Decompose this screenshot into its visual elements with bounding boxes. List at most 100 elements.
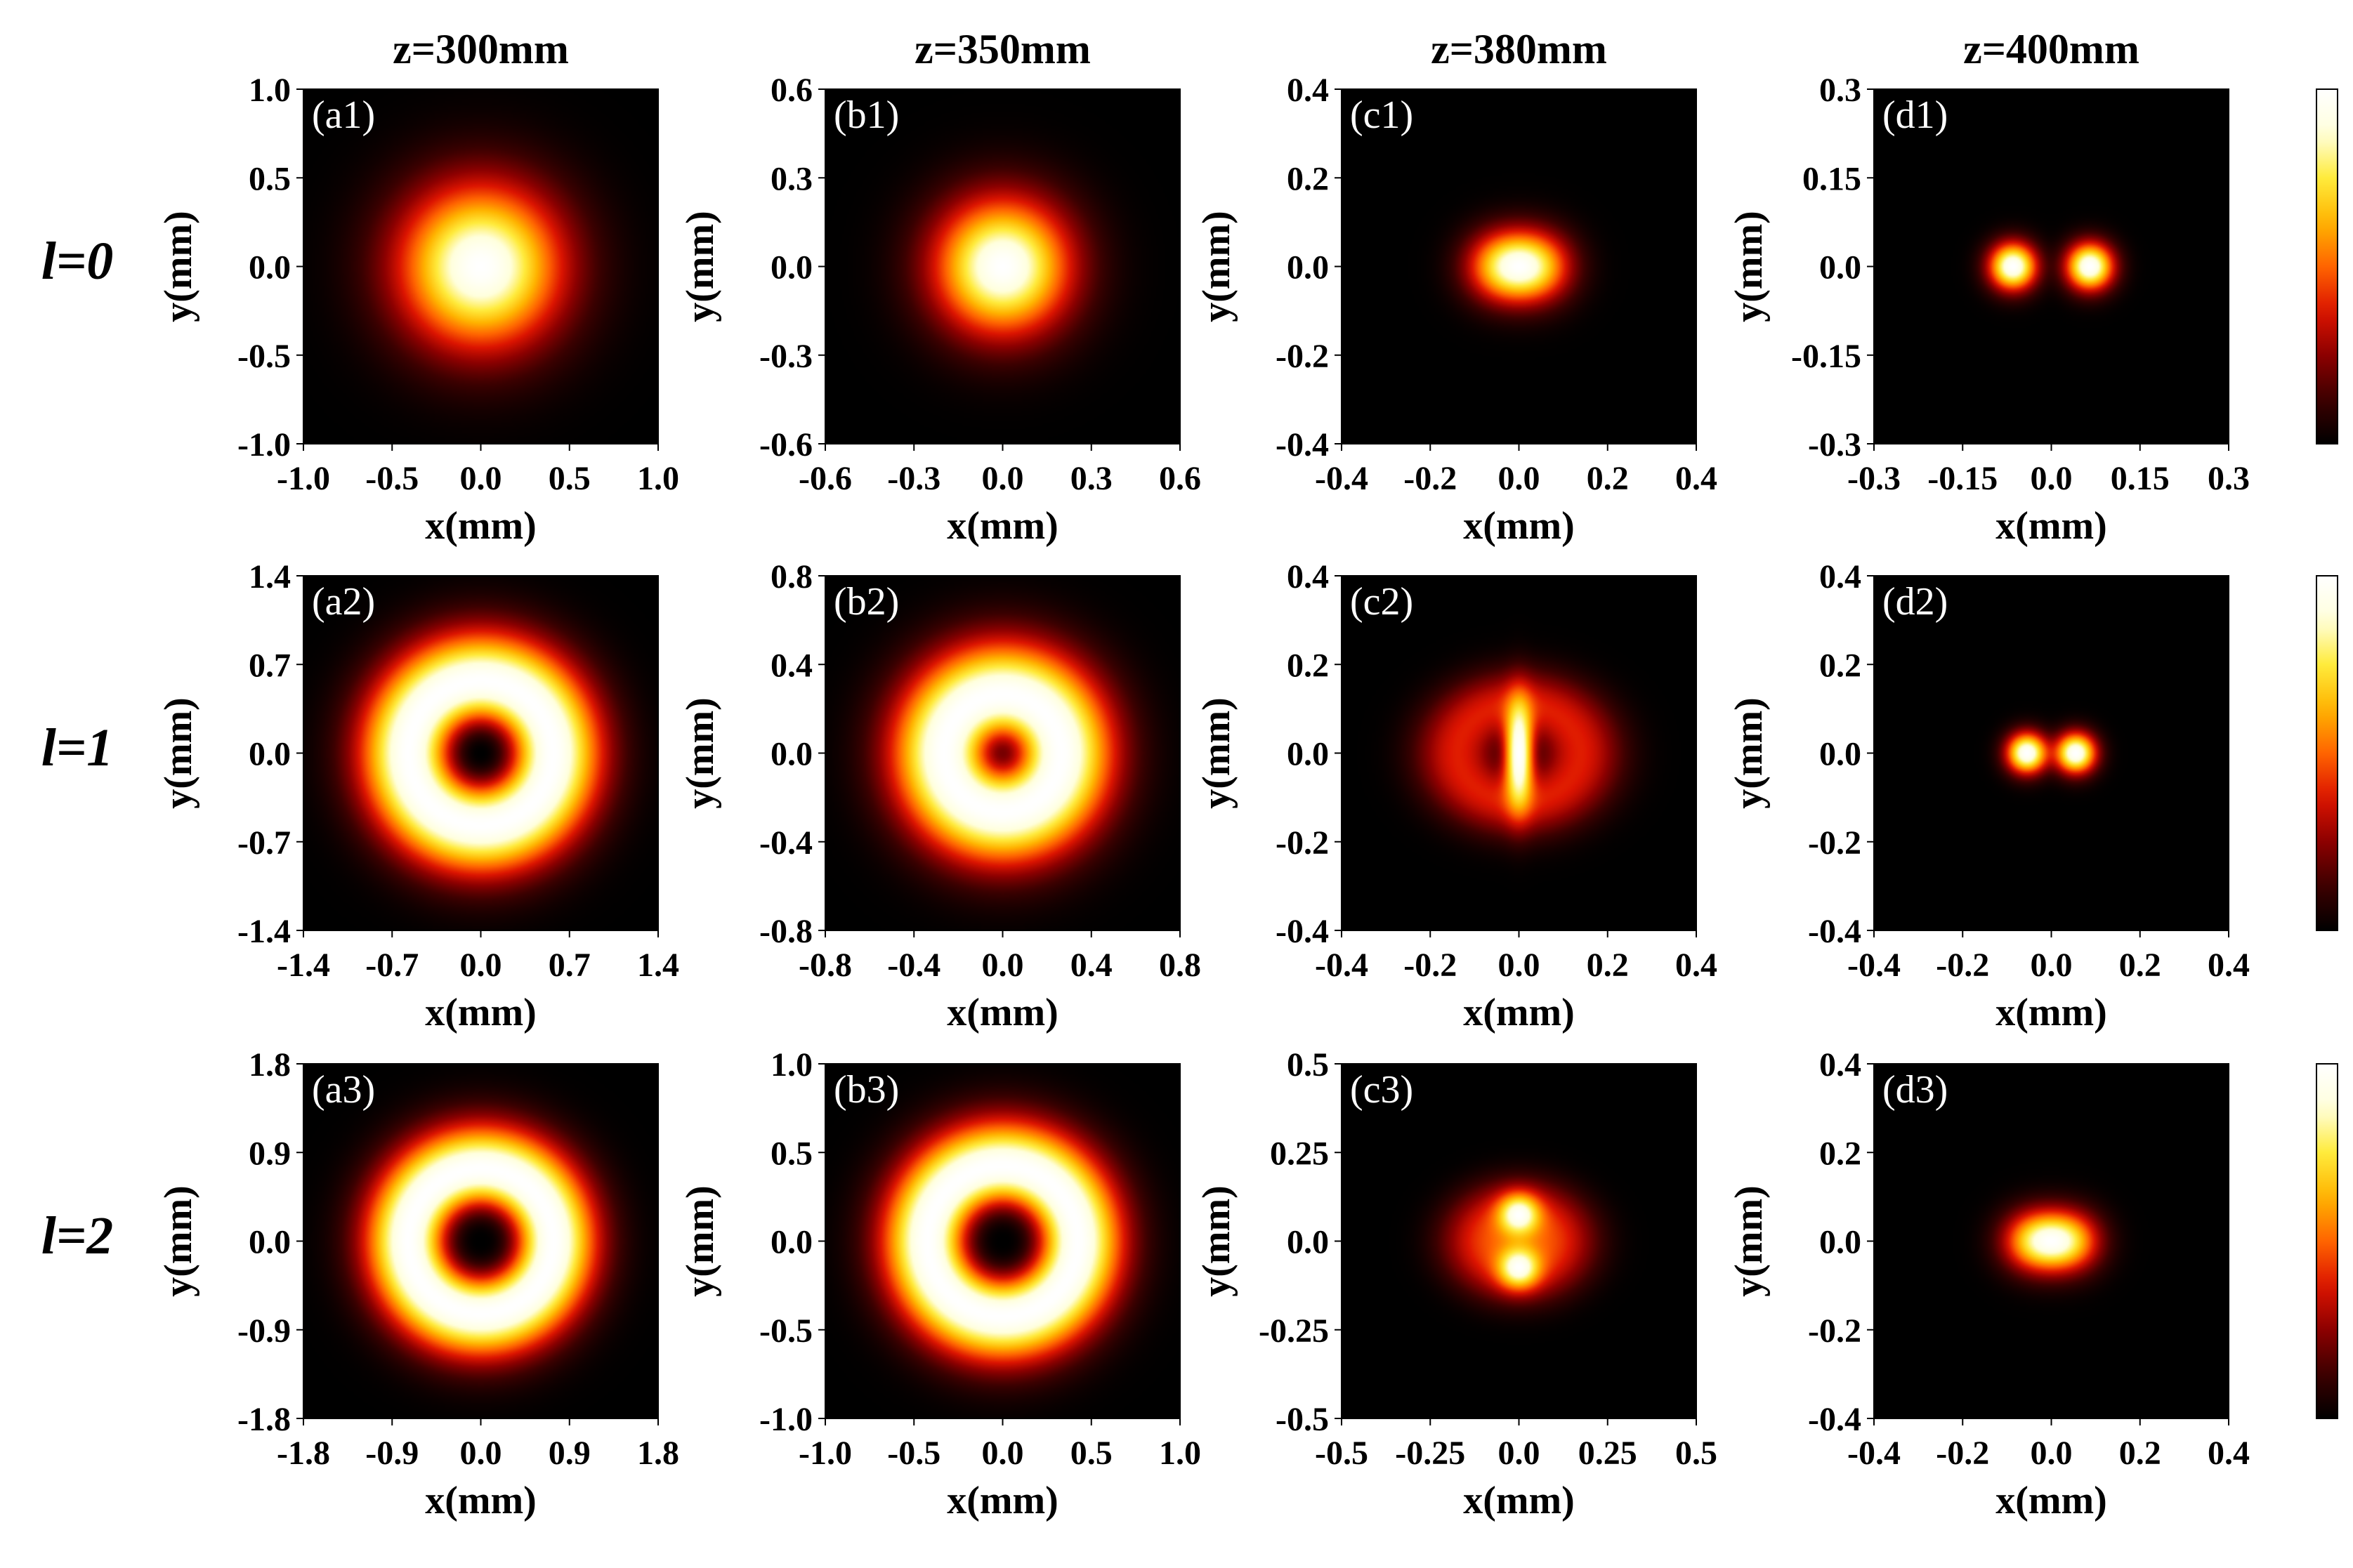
x-tick-label: -0.2 [1936, 947, 1989, 984]
x-tick-label: 0.4 [1675, 947, 1717, 984]
y-tick-label: -0.5 [237, 338, 291, 375]
heatmap-image [825, 89, 1180, 444]
x-tick-label: -0.5 [887, 1435, 940, 1472]
y-tick-label: -0.6 [759, 426, 813, 463]
y-tick-label: 0.0 [249, 736, 291, 773]
y-tick-label: 0.7 [249, 647, 291, 684]
x-tick-label: 0.0 [982, 460, 1024, 497]
y-tick-label: 0.3 [1819, 72, 1861, 109]
y-tick-label: 0.2 [1819, 647, 1861, 684]
heatmap-image [825, 576, 1180, 930]
x-tick-label: 0.4 [1070, 947, 1113, 984]
y-tick-label: -0.2 [1276, 338, 1329, 375]
x-tick-label: 0.5 [549, 460, 591, 497]
x-tick-label: -0.3 [1847, 460, 1901, 497]
heatmap-panel: (a3) -1.8 -0.9 0.0 0.9 1.8 -1.8 -0.9 0.0 0.9 1.8 x(… [157, 1046, 679, 1522]
y-tick-label: -1.0 [759, 1401, 813, 1438]
heatmap-panel: (c2) -0.4 -0.2 0.0 0.2 0.4 -0.4 -0.2 0.0 0.2 0.4 x(… [1195, 558, 1717, 1034]
row-label: l=2 [41, 1206, 113, 1265]
column-title: z=400mm [1963, 26, 2139, 72]
heatmap-image [1874, 1064, 2229, 1418]
x-axis-label: x(mm) [425, 1479, 537, 1522]
heatmap-panel: (a2) -1.4 -0.7 0.0 0.7 1.4 -1.4 -0.7 0.0 0.7 1.4 x(… [157, 558, 679, 1034]
y-tick-label: -0.4 [1808, 913, 1861, 950]
y-tick-label: 0.5 [1287, 1046, 1329, 1083]
x-axis-label: x(mm) [947, 1479, 1058, 1522]
y-tick-label: -0.8 [759, 913, 813, 950]
y-tick-label: 0.4 [1287, 558, 1329, 595]
x-axis-label: x(mm) [947, 504, 1058, 548]
x-tick-label: -1.0 [277, 460, 330, 497]
y-tick-label: 0.2 [1287, 647, 1329, 684]
x-tick-label: 0.0 [2031, 1435, 2073, 1472]
x-tick-label: -0.4 [1315, 460, 1368, 497]
y-tick-label: -0.4 [1808, 1401, 1861, 1438]
y-tick-label: 1.0 [771, 1046, 813, 1083]
x-tick-label: -0.25 [1395, 1435, 1465, 1472]
colorbar [2316, 88, 2338, 444]
y-tick-label: 0.4 [1287, 72, 1329, 109]
y-tick-label: -0.7 [237, 824, 291, 862]
y-axis-label: y(mm) [1727, 211, 1771, 322]
column-title: z=380mm [1431, 26, 1607, 72]
x-tick-label: 0.0 [460, 1435, 502, 1472]
x-tick-label: -0.4 [1315, 947, 1368, 984]
heatmap-panel: (c1) -0.4 -0.2 0.0 0.2 0.4 -0.4 -0.2 0.0 0.2 0.4 x(… [1195, 72, 1717, 548]
y-tick-label: -0.4 [1276, 426, 1329, 463]
x-tick-label: 0.5 [1070, 1435, 1113, 1472]
heatmap-panel: (d3) -0.4 -0.2 0.0 0.2 0.4 -0.4 -0.2 0.0 0.2 0.4 x(… [1727, 1046, 2338, 1522]
y-tick-label: 1.4 [249, 558, 291, 595]
x-tick-label: 0.2 [2119, 1435, 2161, 1472]
y-tick-label: 0.4 [1819, 558, 1861, 595]
x-tick-label: -0.4 [1847, 1435, 1901, 1472]
x-axis-label: x(mm) [425, 991, 537, 1034]
x-tick-label: 0.7 [549, 947, 591, 984]
x-tick-label: 0.4 [1675, 460, 1717, 497]
y-tick-label: -0.2 [1808, 824, 1861, 862]
x-tick-label: 0.25 [1578, 1435, 1637, 1472]
x-tick-label: 0.2 [1587, 460, 1629, 497]
x-tick-label: 0.2 [2119, 947, 2161, 984]
x-axis-label: x(mm) [1463, 504, 1575, 548]
x-tick-label: -0.5 [1315, 1435, 1368, 1472]
x-tick-label: 0.15 [2111, 460, 2170, 497]
panel-label: (b2) [834, 580, 899, 624]
y-tick-label: -1.4 [237, 913, 291, 950]
x-tick-label: 0.0 [1498, 460, 1540, 497]
panel-label: (a1) [312, 93, 375, 137]
panel-label: (a3) [312, 1068, 375, 1112]
x-tick-label: 1.4 [637, 947, 679, 984]
y-tick-label: 0.0 [771, 249, 813, 286]
panel-label: (d3) [1882, 1068, 1948, 1112]
y-tick-label: -0.5 [1276, 1401, 1329, 1438]
y-tick-label: 0.0 [1819, 1224, 1861, 1261]
x-tick-label: 0.4 [2208, 1435, 2250, 1472]
y-tick-label: 0.0 [771, 736, 813, 773]
y-tick-label: 0.4 [771, 647, 813, 684]
x-tick-label: 0.3 [1070, 460, 1113, 497]
y-tick-label: 0.0 [1287, 736, 1329, 773]
y-axis-label: y(mm) [157, 211, 200, 322]
x-tick-label: -0.2 [1403, 460, 1457, 497]
x-tick-label: -0.2 [1403, 947, 1457, 984]
y-axis-label: y(mm) [1195, 697, 1238, 809]
x-tick-label: -0.4 [1847, 947, 1901, 984]
y-tick-label: 0.0 [771, 1224, 813, 1261]
x-tick-label: -0.5 [365, 460, 419, 497]
x-tick-label: 0.0 [460, 947, 502, 984]
y-tick-label: 1.0 [249, 72, 291, 109]
y-tick-label: 0.0 [249, 249, 291, 286]
y-tick-label: -0.25 [1259, 1312, 1329, 1350]
heatmap-image [303, 89, 658, 444]
y-tick-label: -1.8 [237, 1401, 291, 1438]
y-tick-label: 0.3 [771, 160, 813, 197]
x-tick-label: -1.8 [277, 1435, 330, 1472]
x-tick-label: 0.6 [1159, 460, 1201, 497]
x-tick-label: 1.8 [637, 1435, 679, 1472]
row-label: l=0 [41, 232, 113, 291]
y-axis-label: y(mm) [1195, 211, 1238, 322]
y-tick-label: 0.8 [771, 558, 813, 595]
panel-label: (b3) [834, 1068, 899, 1112]
x-tick-label: 0.0 [982, 947, 1024, 984]
